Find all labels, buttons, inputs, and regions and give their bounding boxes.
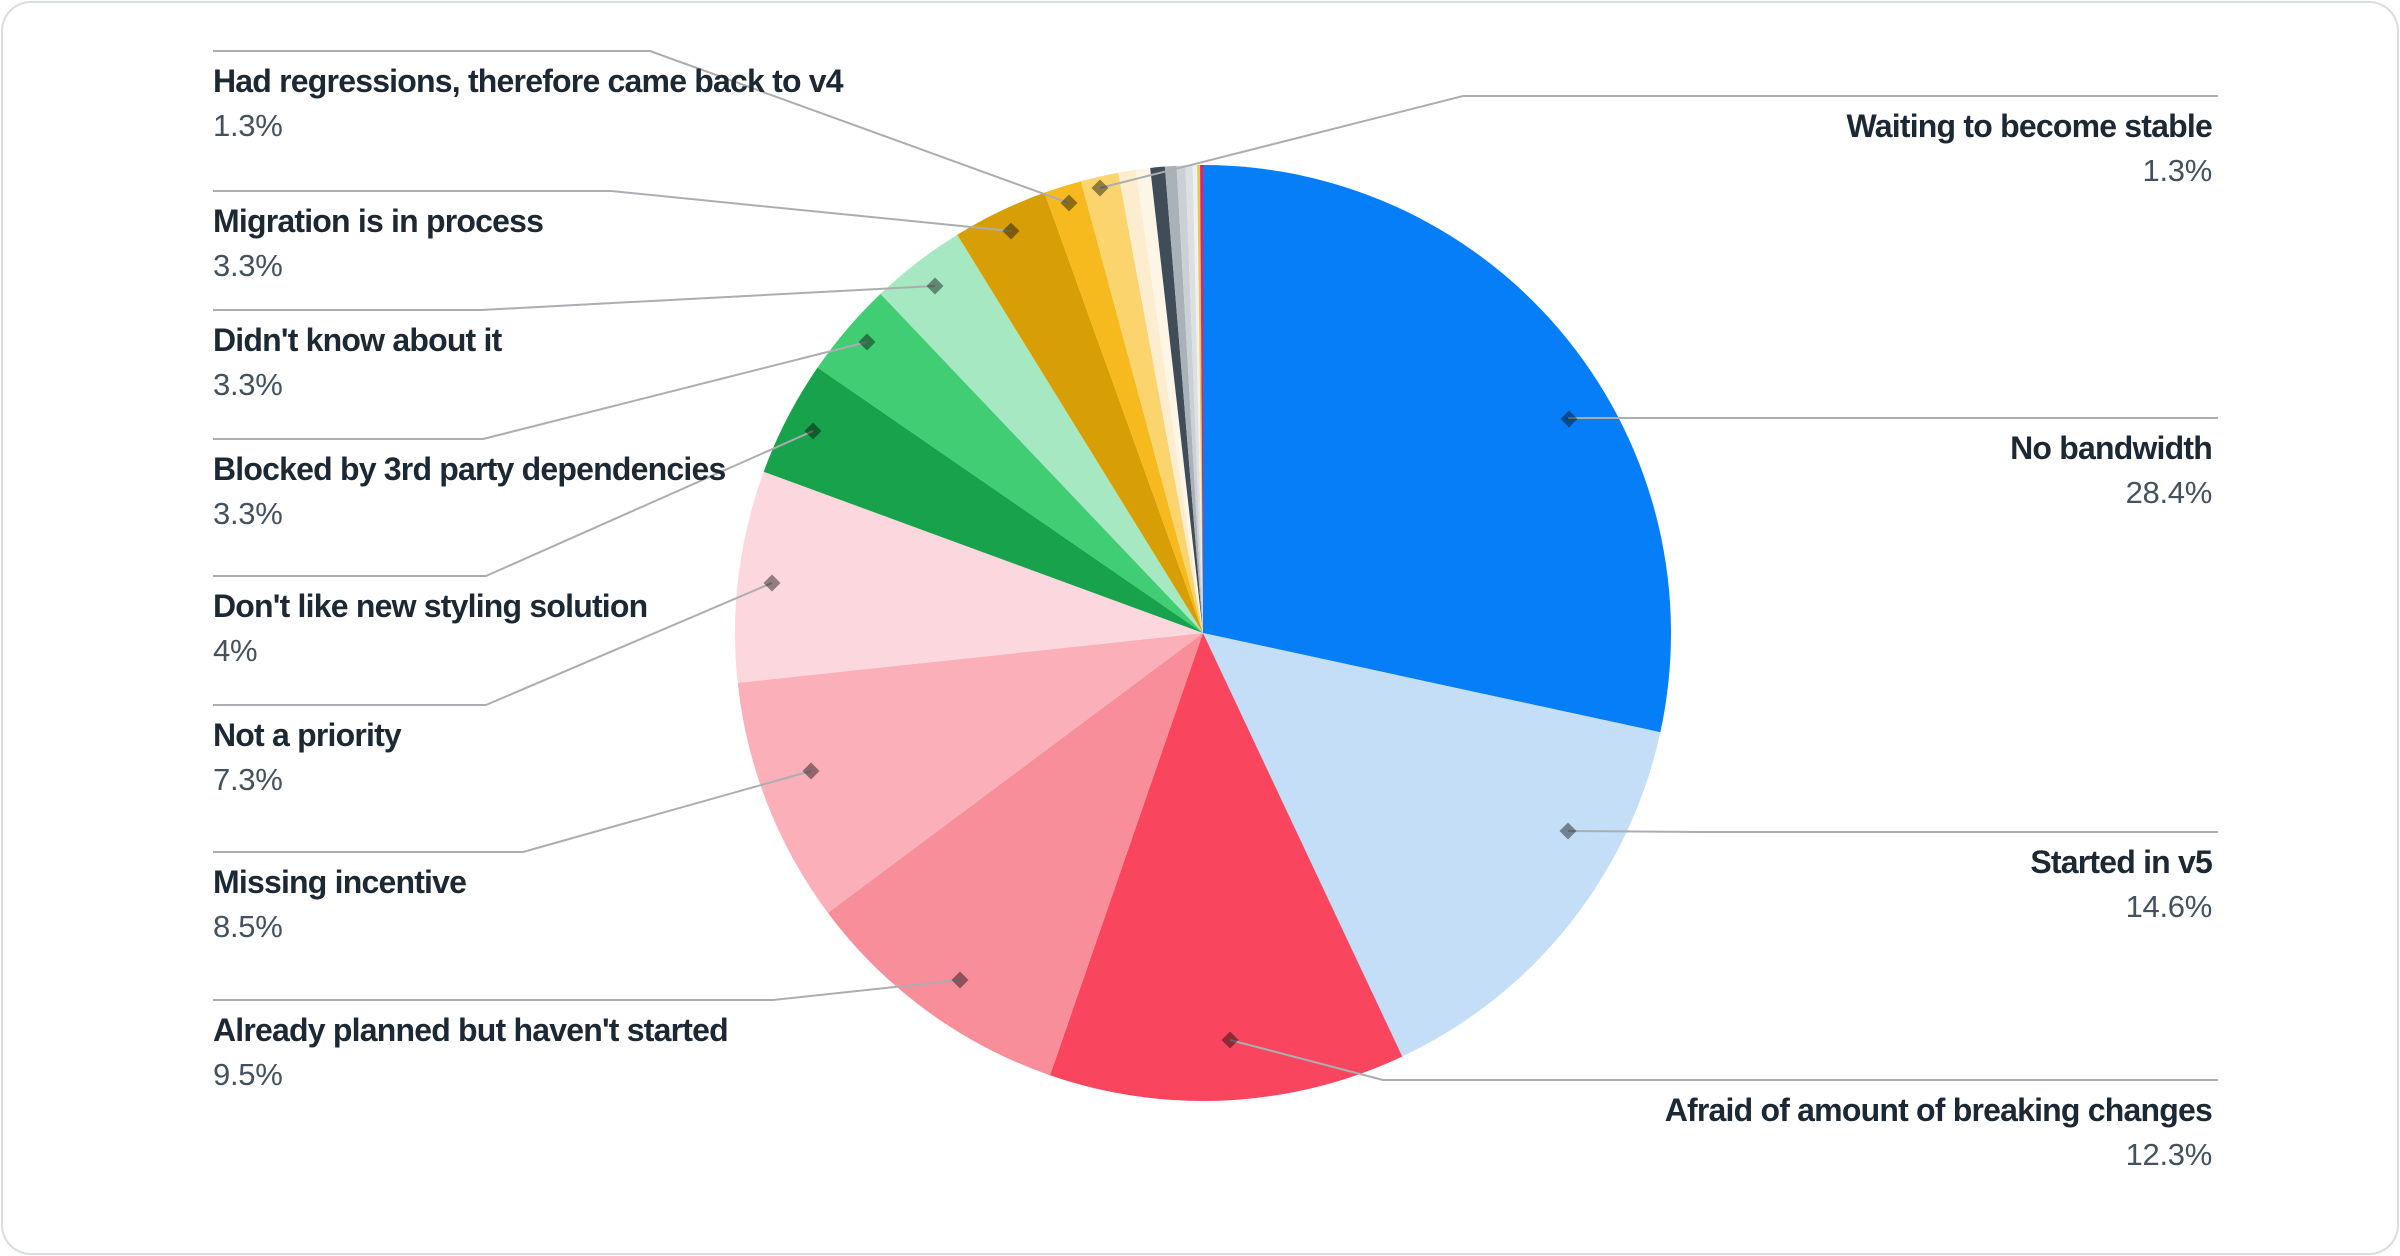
marker-diamond-icon-had-regressions-therefore-came-back-to-v4 [1060,194,1078,212]
callout-percentage: 4% [213,633,258,668]
callout-label: Blocked by 3rd party dependencies [213,451,726,487]
pie-slice-afraid-of-amount-of-breaking-changes[interactable] [1050,633,1403,1101]
callout-percentage: 3.3% [213,496,283,531]
callout-label: Started in v5 [2030,844,2212,880]
marker-diamond-icon-not-a-priority [763,574,781,592]
callout-percentage: 1.3% [213,108,283,143]
callout-label: Migration is in process [213,203,544,239]
pie-slice-unlabeled-20[interactable] [1200,165,1203,633]
pie-slice-unlabeled-12[interactable] [1118,169,1203,633]
callout-label: Had regressions, therefore came back to … [213,63,844,99]
leader-line-had-regressions-therefore-came-back-to-v4 [213,50,1070,204]
marker-diamond-icon-afraid-of-amount-of-breaking-changes [1221,1031,1239,1049]
leader-line-afraid-of-amount-of-breaking-changes [1229,1039,2218,1081]
pie-slice-no-bandwidth[interactable] [1203,165,1671,733]
callout-percentage: 7.3% [213,762,283,797]
callout-don-t-like-new-styling-solution: Don't like new styling solution 4% [213,586,648,670]
callout-percentage: 3.3% [213,367,283,402]
callout-already-planned-but-haven-t-started: Already planned but haven't started 9.5% [213,1010,729,1094]
leader-line-don-t-like-new-styling-solution [213,430,814,577]
pie-chart [213,50,2218,1101]
callout-label: Already planned but haven't started [213,1012,729,1048]
callout-afraid-of-amount-of-breaking-changes: Afraid of amount of breaking changes 12.3… [1664,1090,2213,1174]
pie-slice-don-t-like-new-styling-solution[interactable] [763,367,1203,633]
marker-diamond-icon-didn-t-know-about-it [926,277,944,295]
callout-percentage: 9.5% [213,1057,283,1092]
pie-slice-started-in-v5[interactable] [1203,633,1661,1057]
leader-line-didn-t-know-about-it [213,285,936,311]
marker-diamond-icon-missing-incentive [802,762,820,780]
leader-line-no-bandwidth [1568,417,2218,419]
pie-slice-waiting-to-become-stable[interactable] [1080,172,1203,633]
marker-diamond-icon-migration-is-in-process [1002,222,1020,240]
pie-slice-already-planned-but-haven-t-started[interactable] [827,633,1203,1076]
callout-missing-incentive: Missing incentive 8.5% [213,862,467,946]
pie-slice-unlabeled-18[interactable] [1192,165,1203,634]
marker-diamond-icon-started-in-v5 [1559,822,1577,840]
callout-migration-is-in-process: Migration is in process 3.3% [213,201,544,285]
callout-not-a-priority: Not a priority 7.3% [213,715,402,799]
callout-percentage: 14.6% [2125,889,2213,924]
pie-slice-unlabeled-14[interactable] [1150,166,1203,633]
marker-diamond-icon-waiting-to-become-stable [1091,179,1109,197]
leader-line-missing-incentive [213,770,812,853]
callout-percentage: 12.3% [2125,1137,2213,1172]
callout-label: Missing incentive [213,864,467,900]
leader-line-started-in-v5 [1567,830,2218,833]
callout-label: Not a priority [213,717,402,753]
leader-line-already-planned-but-haven-t-started [213,979,961,1001]
pie-slice-had-regressions-therefore-came-back-to-v4[interactable] [1044,181,1203,633]
callout-had-regressions-therefore-came-back-to-v4: Had regressions, therefore came back to … [213,61,844,145]
callout-label: Waiting to become stable [1846,108,2213,144]
callout-percentage: 28.4% [2125,475,2213,510]
leader-lines [213,50,2218,1081]
pie-slice-unlabeled-19[interactable] [1197,165,1203,633]
pie-slice-not-a-priority[interactable] [735,471,1203,683]
callout-started-in-v5: Started in v5 14.6% [2030,842,2212,926]
marker-diamond-icon-no-bandwidth [1560,410,1578,428]
pie-slice-unlabeled-17[interactable] [1185,165,1203,634]
callout-percentage: 8.5% [213,909,283,944]
pie-slice-unlabeled-13[interactable] [1135,167,1203,634]
callout-percentage: 1.3% [2142,153,2213,188]
marker-diamond-icon-don-t-like-new-styling-solution [804,422,822,440]
pie-slice-didn-t-know-about-it[interactable] [880,234,1203,634]
callout-label: No bandwidth [2010,430,2213,466]
callout-didn-t-know-about-it: Didn't know about it 3.3% [213,320,502,404]
callout-label: Don't like new styling solution [213,588,648,624]
callout-percentage: 3.3% [213,248,283,283]
callout-label: Didn't know about it [213,322,502,358]
callout-no-bandwidth: No bandwidth 28.4% [2010,428,2213,512]
callout-label: Afraid of amount of breaking changes [1664,1092,2213,1128]
marker-diamond-icon-blocked-by-3rd-party-dependencies [858,333,876,351]
callout-blocked-by-3rd-party-dependencies: Blocked by 3rd party dependencies 3.3% [213,449,726,533]
leader-line-blocked-by-3rd-party-dependencies [213,341,868,440]
marker-diamond-icon-already-planned-but-haven-t-started [951,971,969,989]
leader-line-not-a-priority [213,582,773,706]
pie-slice-unlabeled-16[interactable] [1176,165,1203,633]
callout-waiting-to-become-stable: Waiting to become stable 1.3% [1846,106,2213,190]
pie-slice-blocked-by-3rd-party-dependencies[interactable] [817,293,1203,633]
leader-line-migration-is-in-process [213,190,1012,232]
pie-slices [735,165,1671,1101]
pie-slice-missing-incentive[interactable] [737,633,1203,913]
pie-slice-migration-is-in-process[interactable] [957,192,1203,634]
pie-slice-unlabeled-15[interactable] [1164,165,1203,633]
leader-line-waiting-to-become-stable [1099,95,2218,189]
